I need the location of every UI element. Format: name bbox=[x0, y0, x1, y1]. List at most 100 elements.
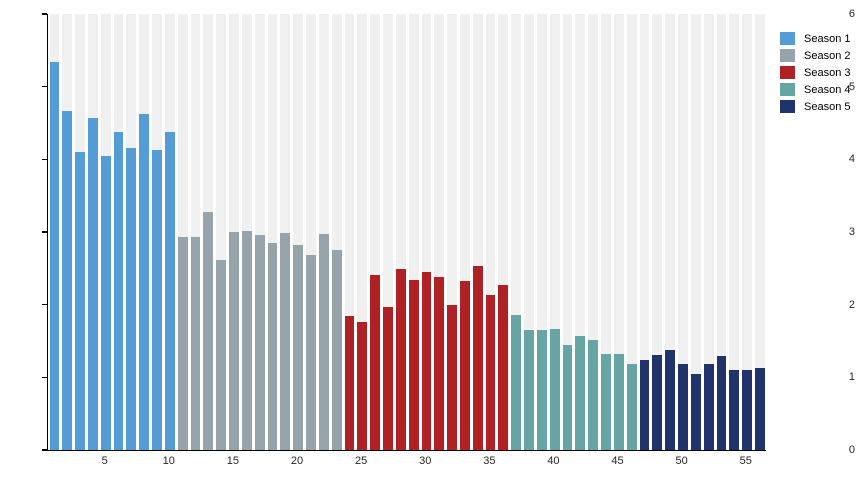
bar-episode-24-season-3 bbox=[344, 316, 355, 450]
y-tick-mark bbox=[42, 303, 47, 306]
background-stripe bbox=[729, 14, 740, 450]
bar-episode-2-season-1 bbox=[62, 111, 73, 450]
background-stripe bbox=[331, 14, 342, 450]
bar-slot-8 bbox=[138, 14, 151, 450]
bar-slot-39 bbox=[535, 14, 548, 450]
bar-episode-8-season-1 bbox=[139, 113, 150, 450]
bar-slot-49 bbox=[664, 14, 677, 450]
bar-episode-37-season-4 bbox=[511, 314, 522, 450]
bar-episode-18-season-2 bbox=[267, 242, 278, 450]
bar-slot-45 bbox=[612, 14, 625, 450]
background-stripe bbox=[601, 14, 611, 450]
background-stripe bbox=[447, 14, 457, 450]
bar-slot-52 bbox=[702, 14, 715, 450]
bar-episode-46-season-4 bbox=[626, 363, 637, 450]
bar-slot-30 bbox=[420, 14, 433, 450]
legend: Season 1 Season 2 Season 3 Season 4 Season 5 bbox=[780, 30, 850, 115]
background-stripe bbox=[306, 14, 316, 450]
background-stripe bbox=[254, 14, 265, 450]
y-tick-mark bbox=[42, 13, 47, 15]
bar-slot-56 bbox=[754, 14, 767, 450]
bar-slot-21 bbox=[305, 14, 318, 450]
bar-episode-19-season-2 bbox=[280, 233, 291, 450]
bar-episode-56-season-5 bbox=[755, 367, 765, 450]
background-stripe bbox=[652, 14, 663, 450]
bar-episode-30-season-3 bbox=[421, 271, 432, 450]
bar-episode-52-season-5 bbox=[703, 364, 714, 450]
bar-slot-19 bbox=[279, 14, 292, 450]
bar-episode-32-season-3 bbox=[447, 305, 457, 450]
bar-episode-45-season-4 bbox=[613, 354, 624, 450]
background-stripe bbox=[216, 14, 227, 450]
bar-slot-31 bbox=[433, 14, 446, 450]
bar-slot-15 bbox=[228, 14, 241, 450]
bar-slot-20 bbox=[292, 14, 305, 450]
background-stripe bbox=[626, 14, 637, 450]
bar-episode-6-season-1 bbox=[113, 132, 124, 450]
bar-slot-14 bbox=[215, 14, 228, 450]
bar-slot-55 bbox=[741, 14, 754, 450]
background-stripe bbox=[678, 14, 688, 450]
bar-slot-3 bbox=[74, 14, 87, 450]
bar-slot-53 bbox=[715, 14, 728, 450]
bar-slot-7 bbox=[125, 14, 138, 450]
background-stripe bbox=[293, 14, 304, 450]
x-tick-label: 20 bbox=[290, 455, 304, 467]
bar-slot-12 bbox=[189, 14, 202, 450]
bar-slot-17 bbox=[253, 14, 266, 450]
background-stripe bbox=[716, 14, 727, 450]
bar-slot-44 bbox=[600, 14, 613, 450]
bar-episode-25-season-3 bbox=[357, 322, 368, 450]
legend-swatch-icon bbox=[780, 32, 795, 45]
legend-swatch-icon bbox=[780, 49, 795, 62]
x-tick-label: 40 bbox=[547, 455, 560, 467]
bar-slot-48 bbox=[651, 14, 664, 450]
background-stripe bbox=[613, 14, 624, 450]
background-stripe bbox=[421, 14, 432, 450]
x-tick-label: 35 bbox=[483, 455, 496, 467]
x-tick-label: 55 bbox=[739, 455, 752, 467]
bar-episode-55-season-5 bbox=[742, 370, 753, 450]
background-stripe bbox=[344, 14, 355, 450]
bars-container bbox=[48, 14, 766, 450]
background-stripe bbox=[498, 14, 509, 450]
legend-item-season-2: Season 2 bbox=[780, 47, 850, 64]
bar-episode-51-season-5 bbox=[690, 374, 701, 450]
bar-episode-13-season-2 bbox=[203, 212, 214, 450]
bar-episode-15-season-2 bbox=[229, 232, 239, 450]
legend-label: Season 2 bbox=[804, 49, 851, 62]
bar-slot-33 bbox=[459, 14, 472, 450]
y-tick-label: 2 bbox=[848, 298, 855, 311]
bar-slot-41 bbox=[561, 14, 574, 450]
bar-episode-10-season-1 bbox=[164, 131, 175, 450]
background-stripe bbox=[511, 14, 522, 450]
bar-episode-38-season-4 bbox=[524, 330, 534, 450]
bar-slot-40 bbox=[548, 14, 561, 450]
bar-episode-33-season-3 bbox=[460, 281, 470, 450]
bar-episode-12-season-2 bbox=[190, 237, 201, 450]
bar-episode-34-season-3 bbox=[472, 266, 483, 450]
bar-episode-23-season-2 bbox=[331, 250, 342, 450]
bar-episode-42-season-4 bbox=[575, 335, 586, 450]
bar-episode-29-season-3 bbox=[408, 279, 419, 450]
bar-slot-43 bbox=[587, 14, 600, 450]
bar-slot-42 bbox=[574, 14, 587, 450]
bar-episode-43-season-4 bbox=[588, 340, 599, 450]
x-tick-label: 5 bbox=[101, 455, 108, 467]
bar-slot-6 bbox=[112, 14, 125, 450]
background-stripe bbox=[280, 14, 291, 450]
bar-slot-18 bbox=[266, 14, 279, 450]
background-stripe bbox=[524, 14, 534, 450]
y-tick-mark bbox=[42, 376, 47, 379]
legend-swatch-icon bbox=[780, 100, 795, 113]
bar-slot-36 bbox=[497, 14, 510, 450]
bar-slot-2 bbox=[61, 14, 74, 450]
bar-slot-26 bbox=[369, 14, 382, 450]
background-stripe bbox=[357, 14, 368, 450]
legend-label: Season 5 bbox=[804, 100, 851, 113]
y-tick-label: 0 bbox=[848, 444, 855, 456]
bar-episode-31-season-3 bbox=[434, 277, 445, 450]
bar-slot-22 bbox=[317, 14, 330, 450]
bar-episode-49-season-5 bbox=[665, 350, 676, 450]
background-stripe bbox=[588, 14, 599, 450]
